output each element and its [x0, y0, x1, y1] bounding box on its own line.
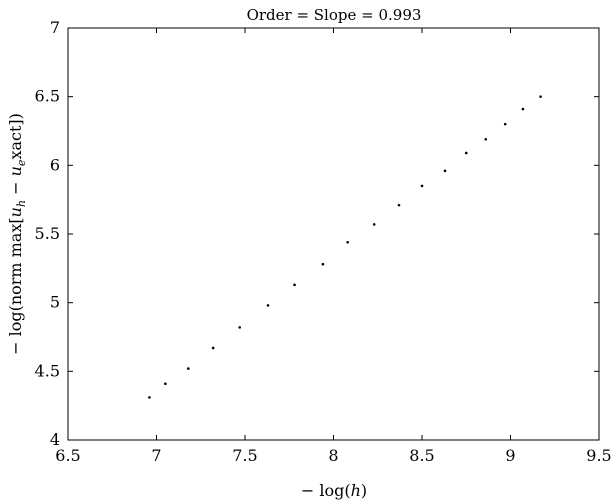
data-point	[397, 203, 401, 207]
y-tick-label: 4	[50, 430, 60, 449]
y-tick-label: 5.5	[35, 224, 60, 243]
data-point	[503, 122, 507, 126]
data-point	[148, 396, 151, 399]
plot-area	[67, 27, 600, 441]
y-tick-label: 4.5	[35, 361, 60, 380]
x-tick-label: 9	[505, 446, 515, 465]
data-point	[187, 367, 190, 370]
x-tick-label: 8	[328, 446, 338, 465]
data-point	[238, 326, 241, 329]
y-tick-label: 5	[50, 293, 60, 312]
x-tick-label: 8.5	[409, 446, 434, 465]
data-point	[464, 151, 468, 155]
data-points	[148, 95, 542, 399]
x-tick-label: 9.5	[586, 446, 611, 465]
data-point	[293, 283, 296, 287]
x-tick-label: 7.5	[232, 446, 257, 465]
x-tick-label: 7	[151, 446, 161, 465]
y-axis-ticks: 4 4.5 5 5.5 6 6.5 7	[35, 18, 599, 449]
x-axis-ticks: 6.5 7 7.5 8 8.5 9 9.5	[55, 28, 611, 465]
data-point	[266, 304, 270, 307]
x-tick-label: 6.5	[55, 446, 80, 465]
data-point	[539, 95, 542, 98]
data-point	[372, 223, 376, 226]
x-axis-label-h: h	[351, 481, 361, 500]
y-tick-label: 6	[50, 155, 60, 174]
x-axis-label: − log(h)	[301, 481, 367, 500]
x-axis-label-close: )	[361, 481, 367, 500]
data-point	[164, 382, 167, 385]
data-point	[443, 169, 447, 173]
data-point	[346, 240, 349, 244]
y-tick-label: 6.5	[35, 87, 60, 106]
data-point	[211, 346, 215, 350]
data-point	[521, 107, 525, 111]
chart-title: Order = Slope = 0.993	[247, 6, 422, 24]
data-point	[484, 137, 488, 141]
data-point	[420, 184, 424, 188]
y-axis-label: − log(norm max[uh − uexact])	[6, 113, 28, 355]
x-axis-label-minus: − log(	[301, 481, 351, 500]
data-point	[321, 262, 325, 266]
y-tick-label: 7	[50, 18, 60, 37]
